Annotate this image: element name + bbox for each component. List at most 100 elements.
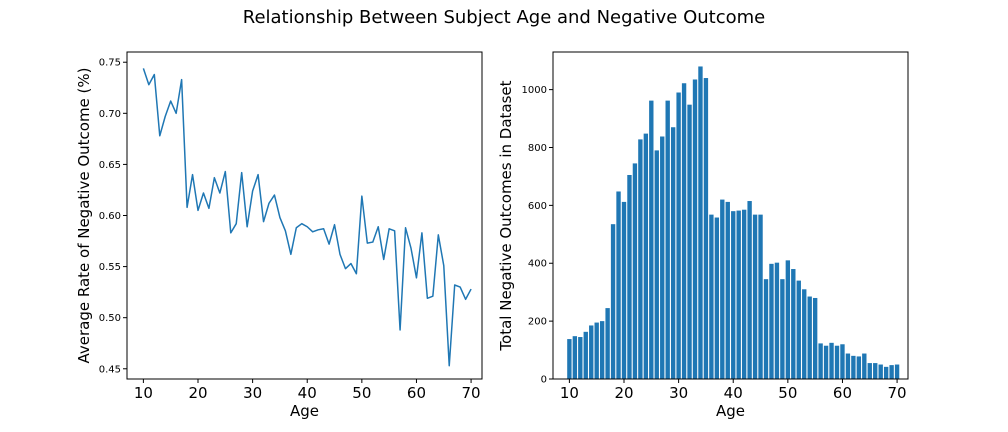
bar-chart-y-tick-label: 600 xyxy=(528,201,547,212)
bar xyxy=(812,297,818,379)
bar xyxy=(873,363,878,379)
bar xyxy=(758,214,763,379)
bar-chart-y-tick-label: 400 xyxy=(528,259,547,270)
bar xyxy=(785,260,791,379)
bar-chart-x-ticks: 10 20 30 40 50 60 70 xyxy=(560,379,907,402)
bar xyxy=(714,217,720,379)
bar xyxy=(763,279,769,379)
bar xyxy=(676,92,681,379)
bar xyxy=(807,296,812,379)
bar xyxy=(725,201,730,379)
bar xyxy=(752,214,758,379)
bar xyxy=(851,355,856,379)
bar-chart-y-tick-label: 0 xyxy=(541,375,547,386)
line-chart-y-tick-label: 0.70 xyxy=(99,109,121,120)
line-chart-x-tick-label: 50 xyxy=(352,384,371,402)
bar xyxy=(774,262,780,379)
bar xyxy=(567,339,572,379)
bar xyxy=(698,66,703,379)
bar xyxy=(660,136,665,379)
bar-chart-y-axis-label: Total Negative Outcomes in Dataset xyxy=(497,80,515,351)
bar xyxy=(627,174,632,379)
negative-rate-line xyxy=(142,68,472,367)
line-chart-x-tick-label: 20 xyxy=(188,384,207,402)
bar-chart-y-tick-label: 800 xyxy=(528,143,547,154)
bar xyxy=(589,325,594,379)
line-chart-x-tick-label: 70 xyxy=(462,384,481,402)
bar xyxy=(889,365,894,379)
bar-plot-frame xyxy=(552,51,909,380)
bar xyxy=(823,345,829,379)
bar-chart: 10 20 30 40 50 60 70 0 200 400 600 800 1000 Age Tot… xyxy=(497,51,909,420)
bar xyxy=(610,224,616,379)
bar xyxy=(605,308,610,379)
line-chart-y-axis-label: Average Rate of Negative Outcome (%) xyxy=(75,67,93,363)
bar xyxy=(621,201,627,379)
bar xyxy=(741,209,747,379)
bar xyxy=(769,263,774,379)
bar xyxy=(796,280,801,379)
bar xyxy=(643,133,649,379)
bar xyxy=(791,269,796,379)
bar xyxy=(818,343,823,379)
line-plot-frame xyxy=(126,51,483,380)
line-chart-marks xyxy=(142,68,472,367)
bar xyxy=(616,191,621,379)
bar xyxy=(840,344,845,379)
bar xyxy=(583,331,588,379)
bar xyxy=(834,345,840,379)
bar-chart-marks xyxy=(567,66,900,380)
bar xyxy=(747,201,752,379)
bar xyxy=(687,104,692,380)
bar xyxy=(670,127,676,380)
line-chart-x-tick-label: 60 xyxy=(407,384,426,402)
bar xyxy=(802,289,807,379)
bar xyxy=(862,353,867,379)
bar xyxy=(829,342,834,379)
line-chart-x-axis-label: Age xyxy=(290,402,319,420)
bar-chart-x-tick-label: 20 xyxy=(614,384,633,402)
bar xyxy=(878,364,883,379)
bar xyxy=(665,100,670,380)
bar xyxy=(654,150,659,379)
bar-chart-x-axis-label: Age xyxy=(716,402,745,420)
bar-chart-y-tick-label: 200 xyxy=(528,317,547,328)
bar xyxy=(594,322,599,379)
bar xyxy=(703,78,709,379)
bar xyxy=(572,336,578,379)
bar-chart-x-tick-label: 50 xyxy=(778,384,797,402)
bar xyxy=(894,364,900,379)
bar xyxy=(780,279,785,379)
bar xyxy=(632,163,638,379)
figure-title: Relationship Between Subject Age and Neg… xyxy=(243,7,765,28)
bar-chart-x-tick-label: 40 xyxy=(724,384,743,402)
bar-chart-x-tick-label: 10 xyxy=(560,384,579,402)
line-chart-x-tick-label: 30 xyxy=(243,384,262,402)
bar xyxy=(883,366,889,379)
bar xyxy=(845,353,851,379)
bar xyxy=(599,321,605,379)
bar-chart-y-ticks: 0 200 400 600 800 1000 xyxy=(522,85,553,386)
bar xyxy=(736,210,741,379)
line-chart-y-tick-label: 0.45 xyxy=(99,364,121,375)
line-chart-y-ticks: 0.45 0.50 0.55 0.60 0.65 0.70 0.75 xyxy=(99,58,127,375)
line-chart-y-tick-label: 0.75 xyxy=(99,58,121,69)
bar xyxy=(709,214,714,379)
line-chart-x-ticks: 10 20 30 40 50 60 70 xyxy=(134,379,481,402)
bar xyxy=(638,139,643,379)
bar xyxy=(720,199,725,379)
bar xyxy=(692,79,698,380)
line-plot-area xyxy=(127,52,482,379)
line-chart-y-tick-label: 0.65 xyxy=(99,160,121,171)
bar-chart-y-tick-label: 1000 xyxy=(522,85,547,96)
bar-chart-x-tick-label: 30 xyxy=(669,384,688,402)
bar-chart-x-tick-label: 60 xyxy=(833,384,852,402)
bar-chart-x-tick-label: 70 xyxy=(888,384,907,402)
line-chart-y-tick-label: 0.60 xyxy=(99,211,121,222)
line-chart-y-tick-label: 0.55 xyxy=(99,262,121,273)
line-chart-x-tick-label: 40 xyxy=(298,384,317,402)
bar xyxy=(731,211,736,379)
bar xyxy=(681,83,687,379)
bar xyxy=(578,337,583,379)
